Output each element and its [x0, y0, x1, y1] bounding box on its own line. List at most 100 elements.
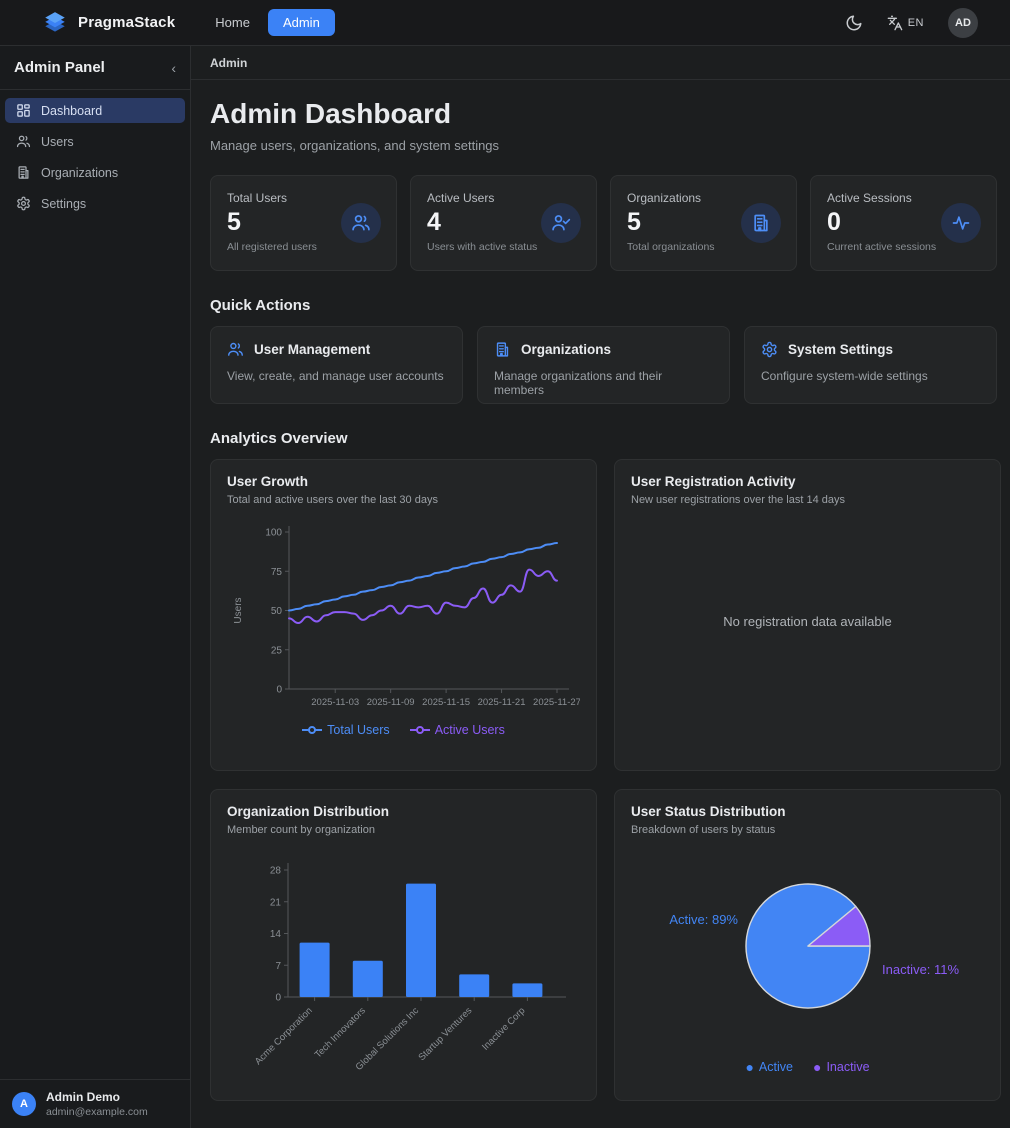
- stat-icon-circle: [541, 203, 581, 243]
- svg-text:100: 100: [265, 528, 282, 539]
- users-icon: [228, 342, 243, 356]
- sidebar-item-settings[interactable]: Settings: [5, 191, 185, 216]
- stat-card-total-users: Total Users 5 All registered users: [210, 175, 397, 271]
- quick-action-title: System Settings: [788, 342, 894, 357]
- svg-text:0: 0: [275, 993, 281, 1004]
- sidebar-item-organizations[interactable]: Organizations: [5, 160, 185, 185]
- stat-icon-circle: [341, 203, 381, 243]
- stat-description: All registered users: [227, 241, 317, 253]
- analytics-heading: Analytics Overview: [210, 430, 348, 447]
- page-subtitle: Manage users, organizations, and system …: [210, 138, 500, 153]
- quick-actions-heading: Quick Actions: [210, 297, 311, 314]
- sidebar-header: Admin Panel ‹: [0, 46, 190, 90]
- svg-text:2025-11-21: 2025-11-21: [478, 697, 526, 708]
- sidebar-item-label: Dashboard: [41, 103, 103, 118]
- chart-subtitle: Member count by organization: [227, 824, 375, 836]
- sidebar-user[interactable]: A Admin Demo admin@example.com: [0, 1079, 190, 1128]
- breadcrumb[interactable]: Admin: [210, 55, 248, 70]
- user-status-card: User Status Distribution Breakdown of us…: [614, 789, 1001, 1101]
- svg-text:14: 14: [270, 929, 282, 940]
- chart-title: Organization Distribution: [227, 804, 389, 819]
- organization-distribution-card: Organization Distribution Member count b…: [210, 789, 597, 1101]
- chart-title: User Registration Activity: [631, 474, 796, 489]
- empty-chart-area: No registration data available: [631, 506, 984, 736]
- avatar: A: [12, 1092, 36, 1116]
- language-switcher[interactable]: EN: [887, 15, 924, 31]
- main-nav: Home Admin: [211, 9, 335, 36]
- svg-text:2025-11-15: 2025-11-15: [422, 697, 470, 708]
- svg-text:21: 21: [270, 897, 282, 908]
- gear-icon: [762, 341, 777, 358]
- chart-subtitle: Total and active users over the last 30 …: [227, 494, 438, 506]
- breadcrumb-bar: Admin: [191, 46, 1010, 80]
- brand-name: PragmaStack: [78, 14, 176, 31]
- building-icon: [18, 166, 29, 179]
- stat-card-active-sessions: Active Sessions 0 Current active session…: [810, 175, 997, 271]
- svg-text:75: 75: [271, 567, 283, 578]
- dashboard-icon: [17, 104, 30, 117]
- sidebar-item-label: Users: [41, 134, 74, 149]
- svg-text:28: 28: [270, 866, 282, 877]
- sidebar-title: Admin Panel: [14, 59, 105, 76]
- user-growth-card: User Growth Total and active users over …: [210, 459, 597, 771]
- quick-action-system-settings[interactable]: System Settings Configure system-wide se…: [744, 326, 997, 404]
- legend-dot-icon: ●: [745, 1059, 754, 1075]
- main-area: Admin Admin Dashboard Manage users, orga…: [191, 46, 1010, 1128]
- registration-activity-card: User Registration Activity New user regi…: [614, 459, 1001, 771]
- chart-title: User Growth: [227, 474, 309, 489]
- line-marker-icon: [409, 726, 430, 734]
- nav-link-admin[interactable]: Admin: [267, 9, 335, 36]
- user-name: Admin Demo: [46, 1090, 121, 1104]
- stat-value: 5: [227, 208, 241, 236]
- brand[interactable]: PragmaStack: [42, 10, 175, 36]
- stat-icon-circle: [941, 203, 981, 243]
- svg-text:Startup Ventures: Startup Ventures: [416, 1005, 474, 1063]
- users-icon: [352, 215, 370, 231]
- chart-title: User Status Distribution: [631, 804, 786, 819]
- sidebar-nav: Dashboard Users Organizations: [0, 90, 190, 1079]
- legend-label: Active: [758, 1060, 793, 1074]
- quick-action-organizations[interactable]: Organizations Manage organizations and t…: [477, 326, 730, 404]
- stat-value: 5: [627, 208, 641, 236]
- page-title: Admin Dashboard: [210, 98, 452, 129]
- svg-text:Inactive: 11%: Inactive: 11%: [882, 962, 960, 977]
- svg-text:50: 50: [271, 606, 283, 617]
- sidebar-collapse-button[interactable]: ‹: [171, 59, 176, 76]
- svg-text:2025-11-09: 2025-11-09: [367, 697, 415, 708]
- legend-item-inactive[interactable]: ● Inactive: [813, 1060, 870, 1074]
- user-email: admin@example.com: [46, 1106, 148, 1118]
- dark-mode-toggle[interactable]: [845, 14, 863, 32]
- svg-text:0: 0: [276, 685, 282, 696]
- nav-link-home[interactable]: Home: [215, 15, 250, 30]
- organization-bar-chart: 0 7 14 21 28 Acme Corporation Tech Innovators G…: [227, 846, 580, 1091]
- sidebar-item-users[interactable]: Users: [5, 129, 185, 154]
- legend-item-active[interactable]: ● Active: [745, 1060, 793, 1074]
- stat-label: Total Users: [227, 191, 288, 205]
- stat-description: Current active sessions: [827, 241, 937, 253]
- svg-text:Acme Corporation: Acme Corporation: [253, 1005, 315, 1067]
- quick-action-description: Manage organizations and their members: [494, 369, 663, 397]
- quick-action-user-management[interactable]: User Management View, create, and manage…: [210, 326, 463, 404]
- svg-text:2025-11-03: 2025-11-03: [311, 697, 359, 708]
- page-content: Admin Dashboard Manage users, organizati…: [191, 80, 1010, 1128]
- sidebar-item-dashboard[interactable]: Dashboard: [5, 98, 185, 123]
- svg-text:Users: Users: [233, 597, 244, 623]
- quick-action-description: Configure system-wide settings: [761, 369, 928, 383]
- translate-icon: [887, 15, 903, 30]
- stat-description: Users with active status: [427, 241, 538, 253]
- stack-logo-icon: [45, 11, 65, 32]
- stat-value: 0: [827, 208, 841, 236]
- sidebar-item-label: Organizations: [41, 165, 119, 180]
- chart-subtitle: New user registrations over the last 14 …: [631, 494, 845, 506]
- legend-item-total-users[interactable]: Total Users: [302, 723, 390, 737]
- stat-description: Total organizations: [627, 241, 715, 253]
- legend-item-active-users[interactable]: Active Users: [409, 723, 505, 737]
- activity-icon: [952, 216, 970, 230]
- user-check-icon: [552, 215, 571, 231]
- stat-label: Organizations: [627, 191, 702, 205]
- svg-text:Active: 89%: Active: 89%: [669, 912, 738, 927]
- stat-label: Active Sessions: [827, 191, 912, 205]
- quick-action-title: User Management: [254, 342, 371, 357]
- users-icon: [16, 135, 31, 148]
- user-menu-avatar[interactable]: AD: [948, 7, 978, 38]
